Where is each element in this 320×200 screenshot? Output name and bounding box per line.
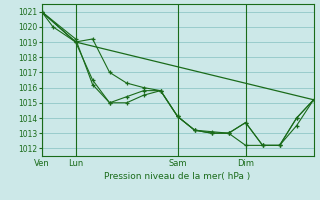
X-axis label: Pression niveau de la mer( hPa ): Pression niveau de la mer( hPa )	[104, 172, 251, 181]
